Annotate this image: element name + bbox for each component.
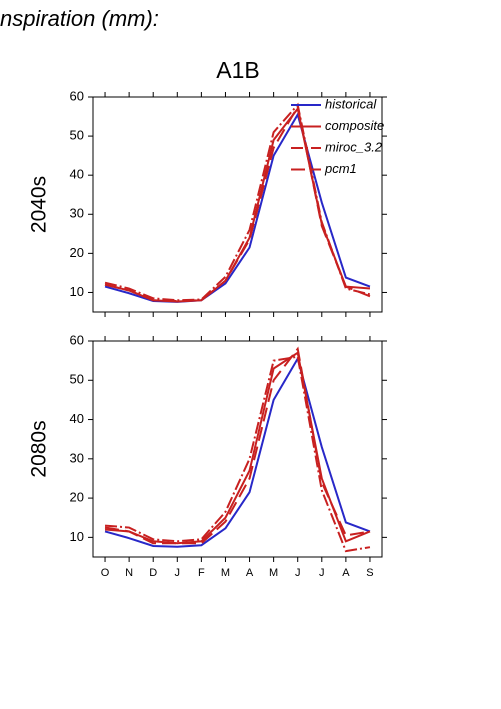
page-title: nspiration (mm): (0, 6, 159, 31)
legend-label: pcm1 (324, 161, 357, 176)
series-line (104, 102, 371, 302)
series-line (104, 104, 371, 303)
y-tick-label: 40 (70, 167, 84, 182)
y-tick-label: 50 (70, 372, 84, 387)
x-tick-label: A (342, 567, 350, 579)
series-line (104, 112, 371, 303)
series-line (104, 356, 371, 548)
x-tick-label: J (295, 567, 301, 579)
x-tick-label: A (246, 567, 254, 579)
plot-frame (92, 96, 383, 313)
x-tick-label: O (101, 567, 110, 579)
x-tick-label: N (125, 567, 133, 579)
plot-frame (92, 340, 383, 558)
y-tick-label: 20 (70, 490, 84, 505)
y-axis-label: 2080s (28, 420, 51, 477)
y-tick-label: 30 (70, 450, 84, 465)
x-tick-label: J (175, 567, 181, 579)
y-tick-label: 10 (70, 284, 84, 299)
x-tick-label: D (149, 567, 157, 579)
x-tick-label: F (198, 567, 205, 579)
y-tick-label: 40 (70, 411, 84, 426)
x-tick-label: S (366, 567, 373, 579)
legend-label: miroc_3.2 (325, 139, 383, 154)
x-tick-label: M (269, 567, 278, 579)
y-axis-label: 2040s (28, 176, 51, 233)
legend-label: composite (325, 118, 384, 133)
x-tick-label: J (319, 567, 325, 579)
y-tick-label: 60 (70, 332, 84, 347)
series-line (104, 346, 371, 545)
y-tick-label: 60 (70, 88, 84, 103)
y-tick-label: 10 (70, 529, 84, 544)
y-tick-label: 20 (70, 245, 84, 260)
y-tick-label: 30 (70, 206, 84, 221)
legend-label: historical (325, 96, 377, 111)
series-line (104, 355, 371, 553)
y-tick-label: 50 (70, 128, 84, 143)
scenario-title: A1B (216, 57, 259, 83)
x-tick-label: M (221, 567, 230, 579)
